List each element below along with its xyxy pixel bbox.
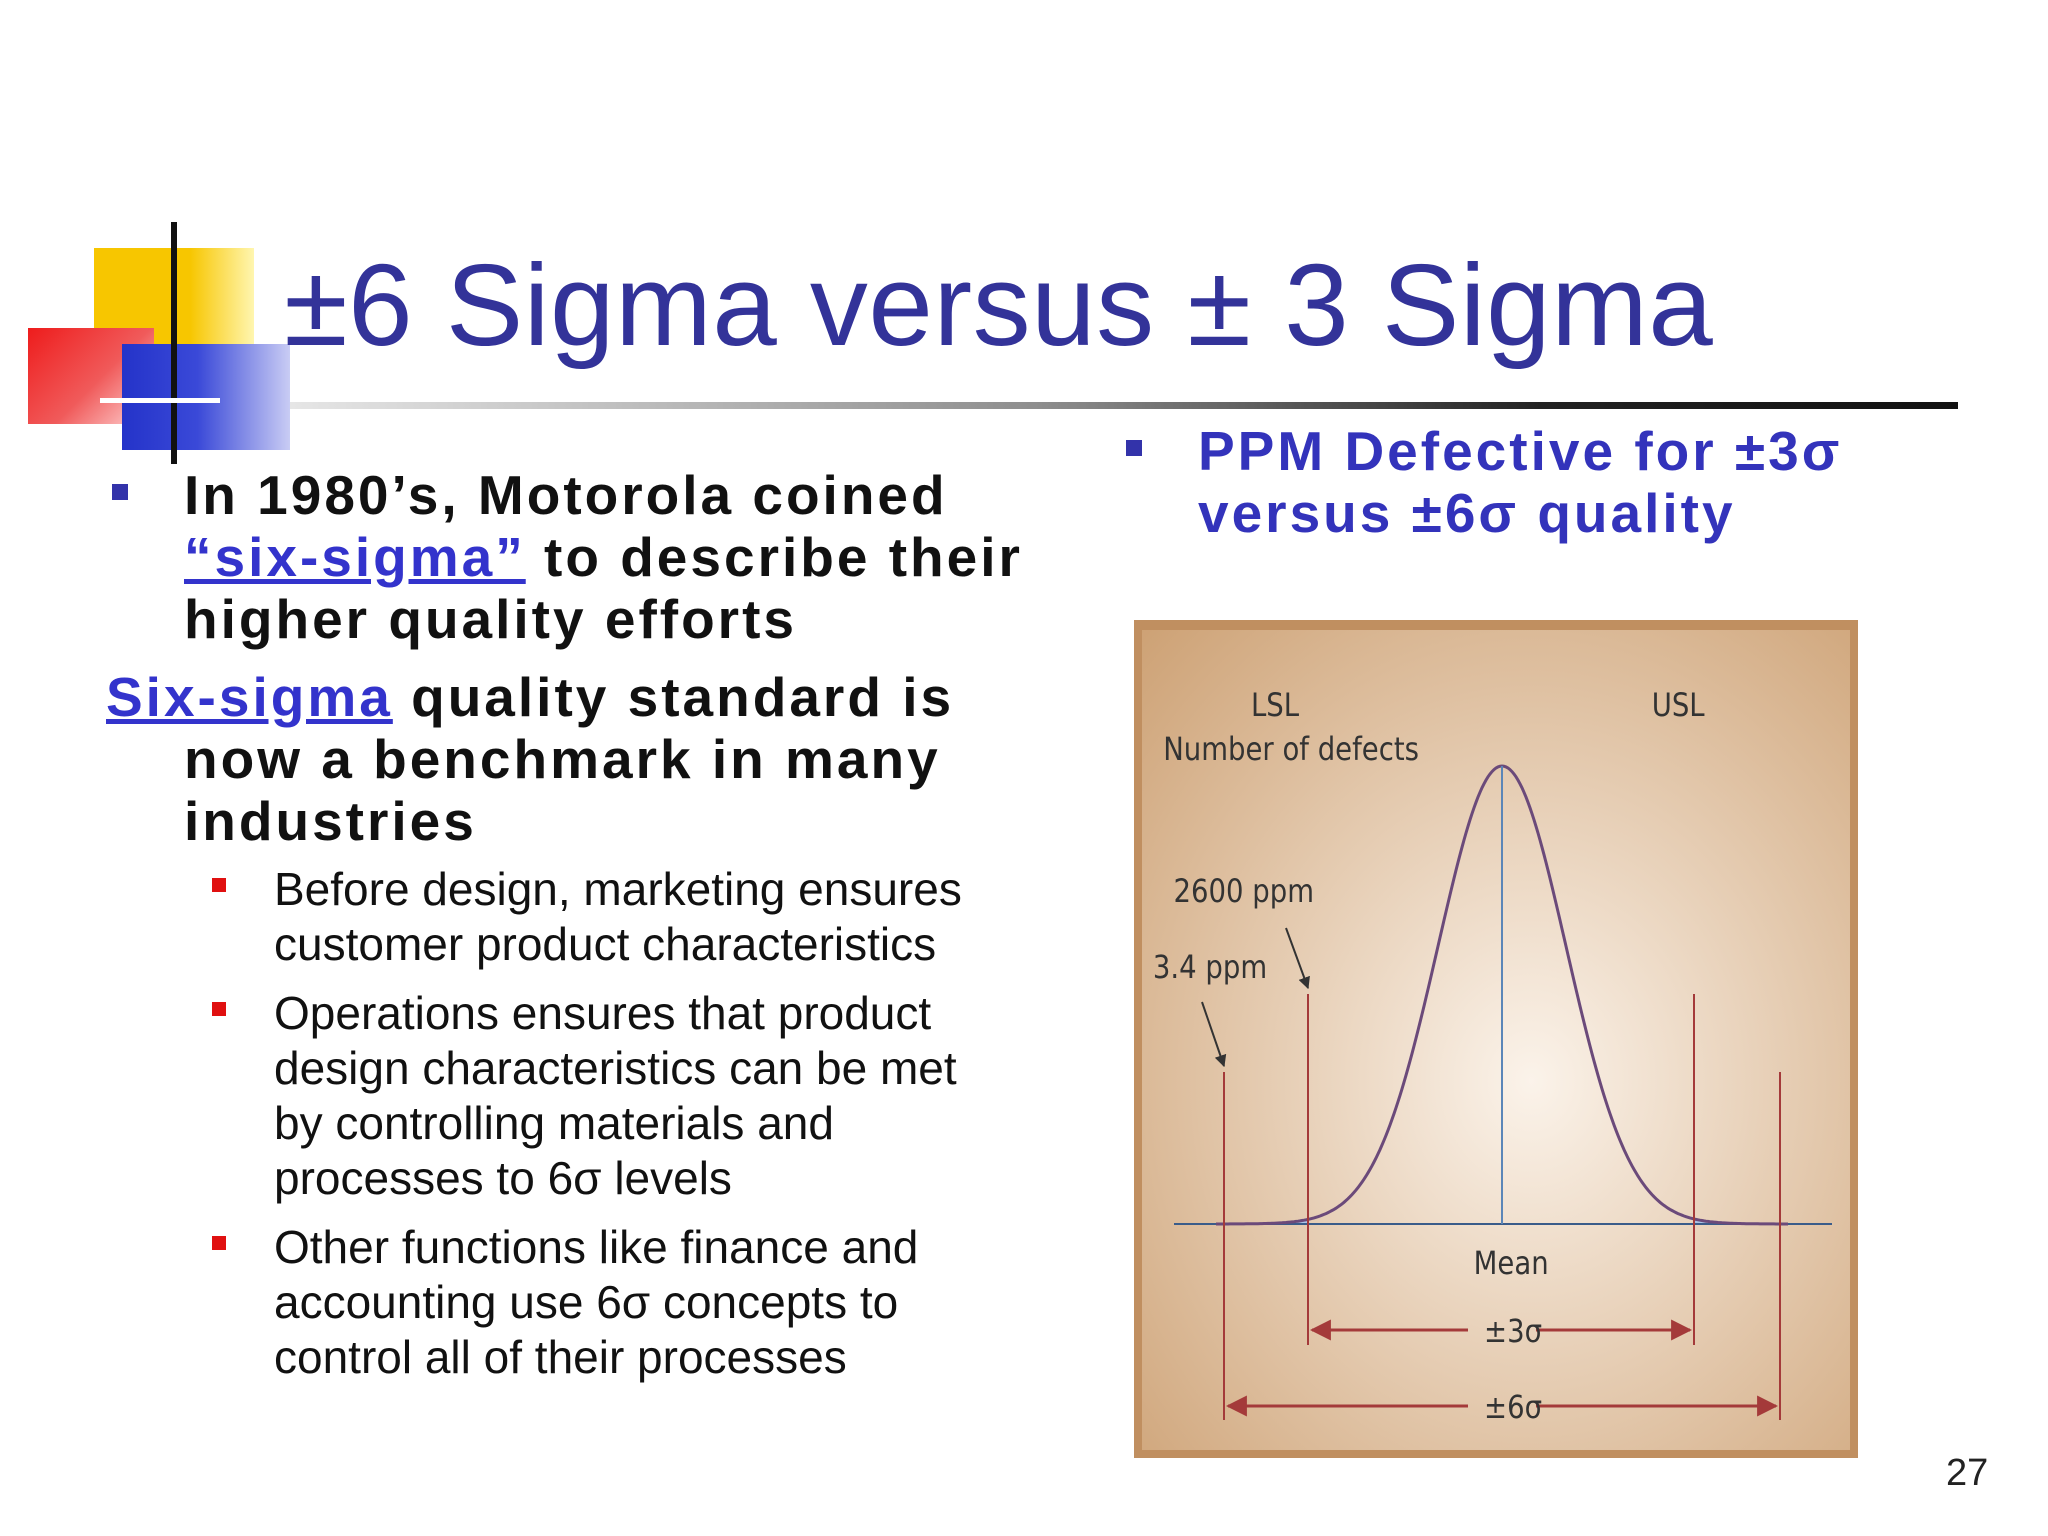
- decor-white-line: [100, 398, 220, 403]
- sub-bullet-operations: Operations ensures that product design c…: [274, 986, 957, 1206]
- bullet-motorola-line2-text: to describe their: [525, 526, 1023, 588]
- sub-bullet-line: accounting use 6σ concepts to: [274, 1276, 899, 1328]
- decor-blue-square: [122, 344, 290, 450]
- sub-bullet-line: Before design, marketing ensures: [274, 863, 962, 915]
- ppm-heading-line1: PPM Defective for ±3σ: [1198, 420, 1843, 482]
- sub-bullet-line: design characteristics can be met: [274, 1042, 957, 1094]
- sub-bullet-line: control all of their processes: [274, 1331, 847, 1383]
- sub-bullet-other-functions: Other functions like finance and account…: [274, 1220, 918, 1385]
- sub-bullet-line: by controlling materials and: [274, 1097, 834, 1149]
- lsl-label: LSL: [1251, 687, 1299, 725]
- para-line3: industries: [184, 790, 477, 852]
- bullet-marker: [112, 484, 128, 500]
- bullet-motorola-line2: “six-sigma” to describe their: [184, 526, 1023, 588]
- six-sigma-standard-link[interactable]: Six-sigma: [106, 666, 393, 728]
- sub-bullet-line: customer product characteristics: [274, 918, 937, 970]
- sub-bullet-line: processes to 6σ levels: [274, 1152, 732, 1204]
- page-number: 27: [1946, 1452, 1989, 1494]
- sub-bullet-marker: [212, 1236, 226, 1250]
- sub-bullet-marker: [212, 1002, 226, 1016]
- bullet-motorola-line3: higher quality efforts: [184, 588, 797, 650]
- number-of-defects-label: Number of defects: [1163, 731, 1419, 769]
- sigma-bell-curve-figure: LSL USL Number of defects 2600 ppm 3.4 p…: [1134, 620, 1858, 1458]
- slide-title: ±6 Sigma versus ± 3 Sigma: [284, 240, 1714, 370]
- mean-label: Mean: [1474, 1245, 1549, 1283]
- para-six-sigma-standard: Six-sigma quality standard is now a benc…: [106, 666, 954, 852]
- ppm-2600-label: 2600 ppm: [1174, 873, 1314, 911]
- pointer-3-4ppm: [1201, 1001, 1227, 1068]
- sub-bullet-marketing: Before design, marketing ensures custome…: [274, 862, 962, 972]
- para-line2: now a benchmark in many: [184, 728, 941, 790]
- para-line1: Six-sigma quality standard is: [106, 666, 954, 728]
- sub-bullet-line: Operations ensures that product: [274, 987, 932, 1039]
- ppm-heading-line2: versus ±6σ quality: [1198, 482, 1736, 544]
- sub-bullet-marker: [212, 878, 226, 892]
- six-sigma-link[interactable]: “six-sigma”: [184, 526, 526, 588]
- pm3-sigma-label: ±3σ: [1484, 1313, 1542, 1351]
- title-underline-rule: [290, 402, 1958, 409]
- para-line1-text: quality standard is: [392, 666, 955, 728]
- bullet-motorola: In 1980’s, Motorola coined “six-sigma” t…: [184, 464, 1023, 650]
- bullet-motorola-line1: In 1980’s, Motorola coined: [184, 464, 948, 526]
- ppm-3-4-label: 3.4 ppm: [1153, 949, 1267, 987]
- decor-vertical-line: [171, 222, 177, 464]
- sub-bullet-line: Other functions like finance and: [274, 1221, 919, 1273]
- pm6-sigma-label: ±6σ: [1484, 1389, 1542, 1427]
- usl-label: USL: [1652, 687, 1705, 725]
- bullet-marker: [1126, 440, 1142, 456]
- ppm-heading: PPM Defective for ±3σ versus ±6σ quality: [1198, 420, 1842, 544]
- pointer-2600ppm: [1285, 927, 1310, 990]
